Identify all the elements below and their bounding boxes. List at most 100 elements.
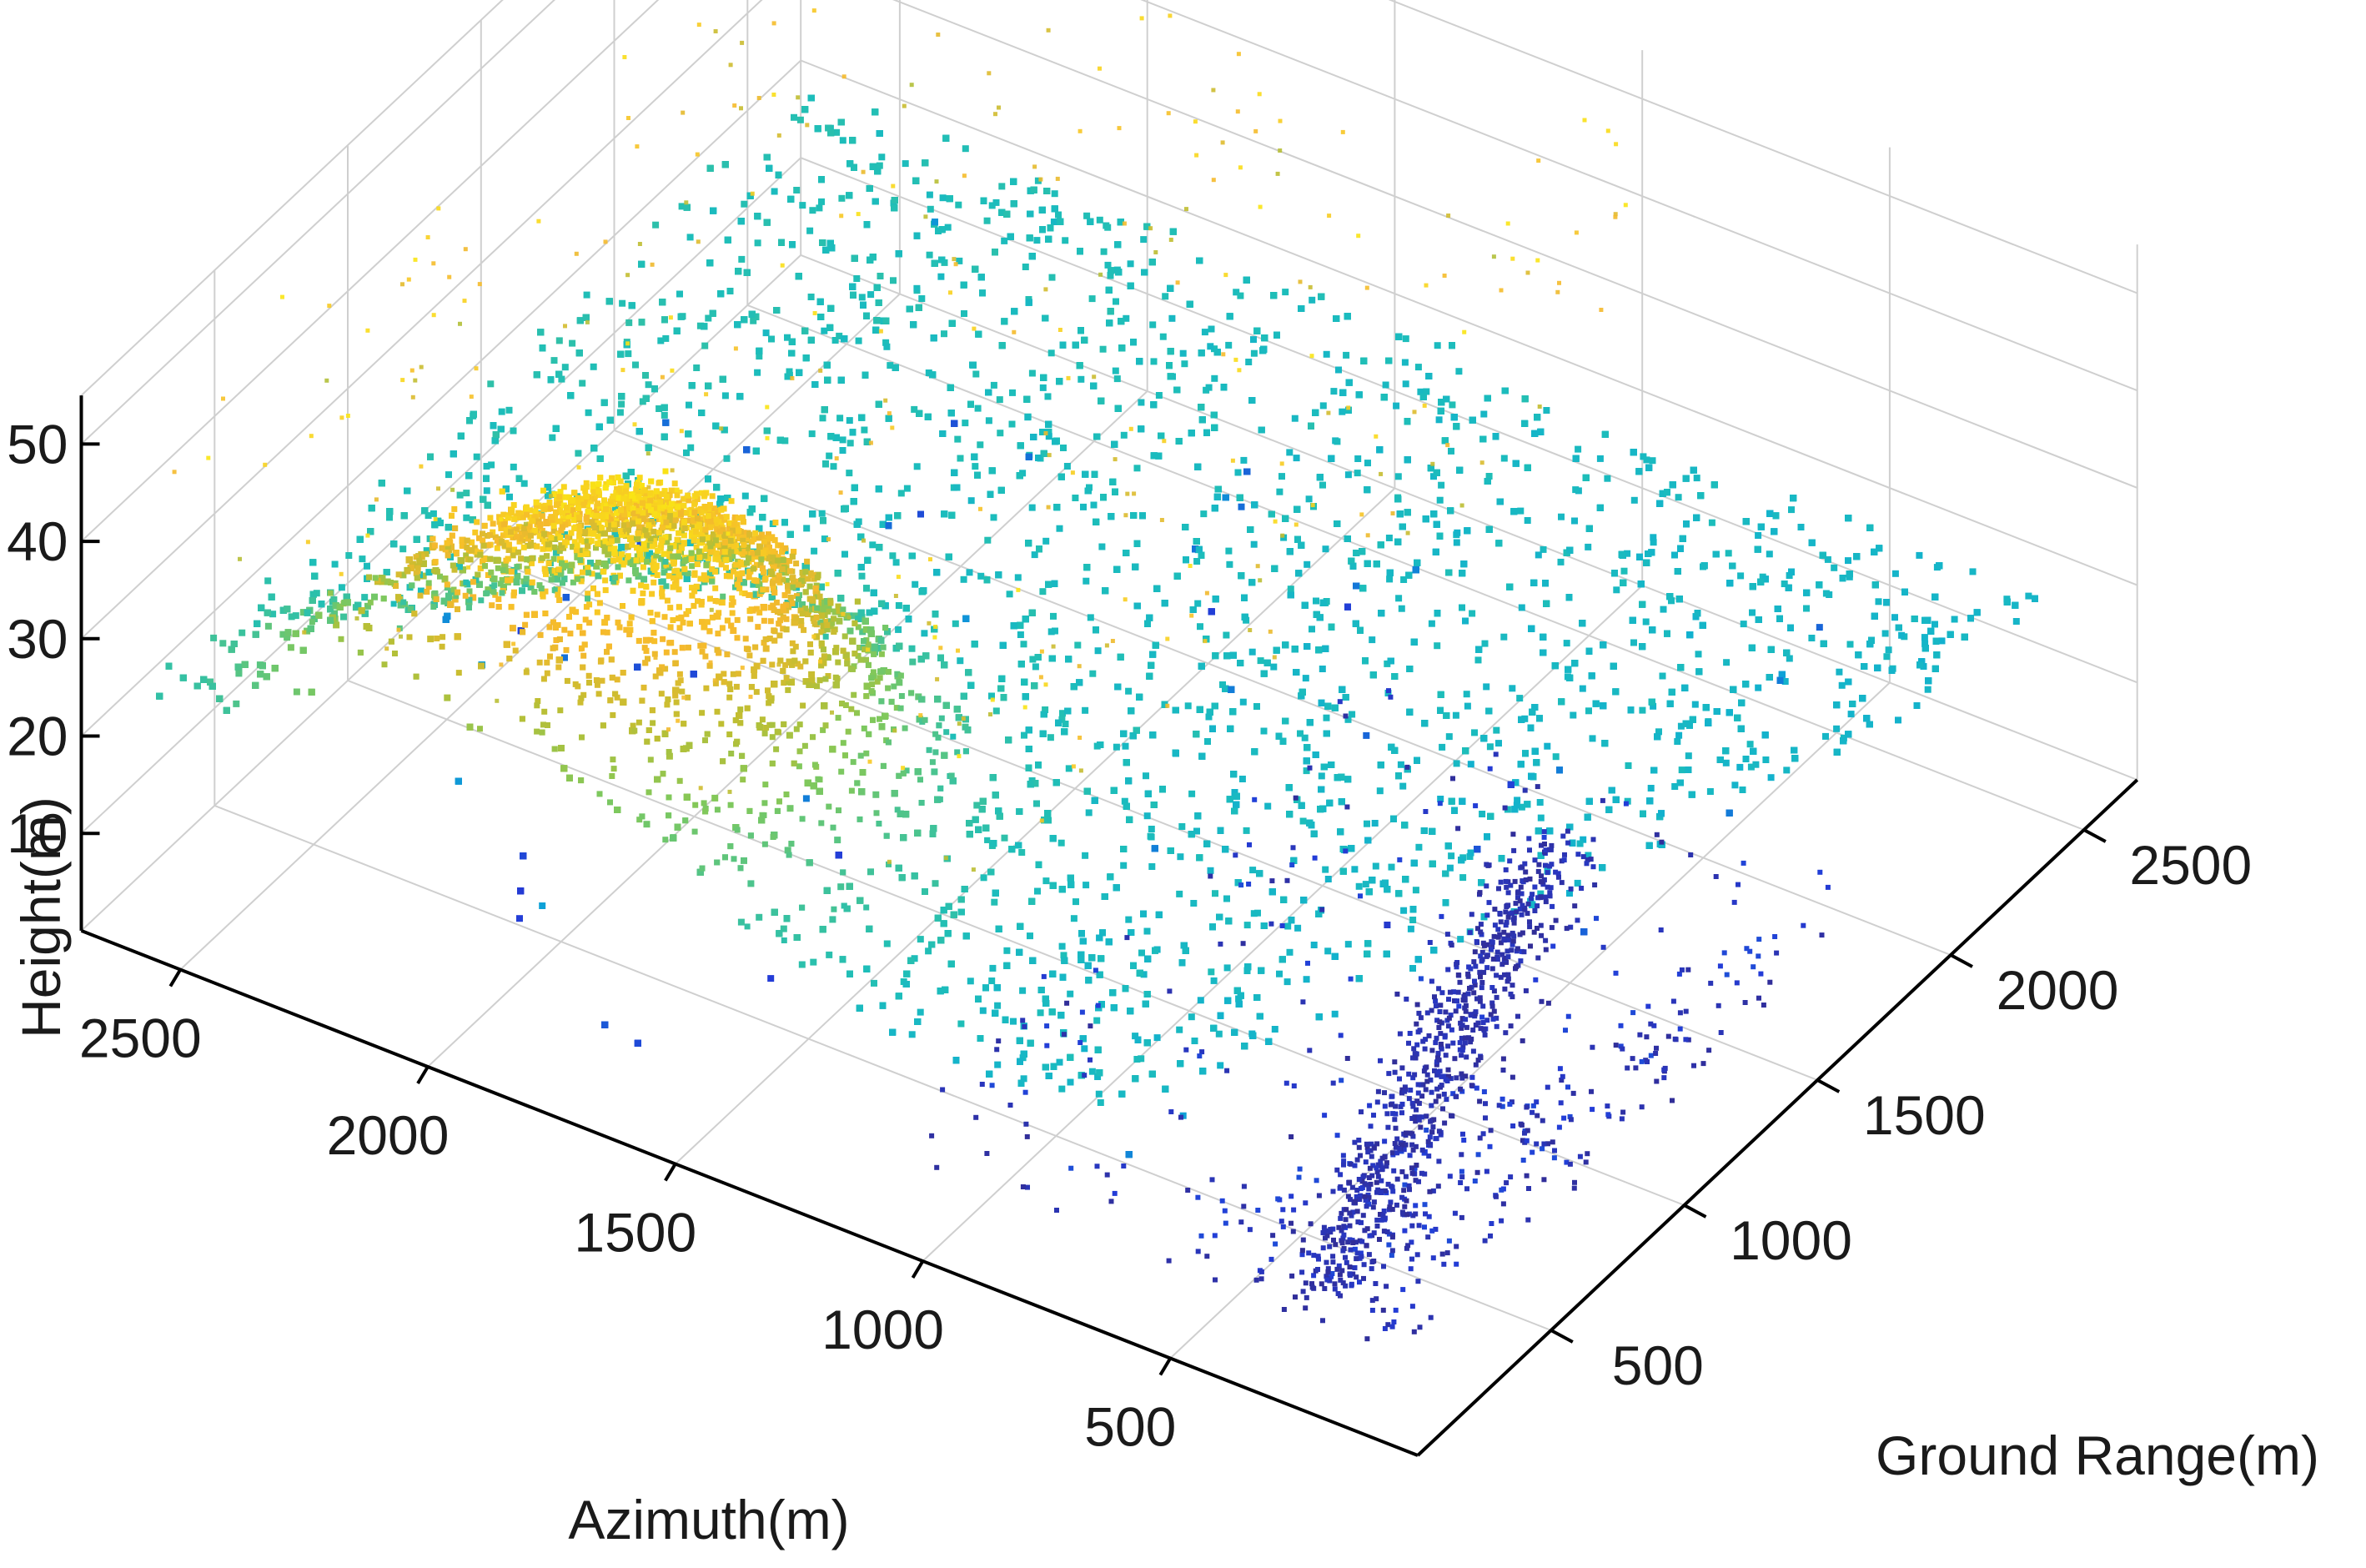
data-point xyxy=(219,640,227,647)
data-point xyxy=(1931,621,1938,628)
data-point xyxy=(1057,839,1065,847)
data-point xyxy=(1303,767,1310,775)
data-point xyxy=(1148,833,1155,841)
data-point xyxy=(1276,488,1283,495)
data-point xyxy=(1464,702,1471,710)
data-point xyxy=(1001,834,1008,842)
data-point xyxy=(1650,534,1657,541)
data-point xyxy=(918,295,926,302)
data-point xyxy=(1176,890,1183,897)
data-point xyxy=(913,463,921,470)
data-point xyxy=(539,902,546,909)
data-point xyxy=(1513,802,1520,809)
data-point xyxy=(640,575,648,583)
data-point xyxy=(1339,408,1346,415)
data-point xyxy=(809,207,816,214)
data-point xyxy=(618,400,625,408)
data-point xyxy=(1330,388,1338,395)
data-point xyxy=(1096,216,1103,224)
data-point xyxy=(1838,681,1846,689)
data-point xyxy=(818,510,826,517)
data-point xyxy=(1685,752,1692,760)
data-point xyxy=(1034,177,1042,184)
data-point xyxy=(1178,823,1186,830)
data-point xyxy=(960,575,967,583)
data-point xyxy=(210,634,218,641)
data-point xyxy=(552,549,560,556)
data-point xyxy=(985,417,992,425)
data-point xyxy=(1051,190,1058,198)
data-point xyxy=(1401,359,1409,366)
data-point xyxy=(780,925,787,932)
data-point xyxy=(705,314,712,322)
data-point xyxy=(560,575,568,583)
data-point xyxy=(1215,1030,1223,1038)
data-point xyxy=(1885,646,1892,654)
data-point xyxy=(1921,640,1929,647)
data-point xyxy=(701,623,708,631)
data-point xyxy=(359,555,366,563)
data-point xyxy=(1010,1018,1017,1025)
grid-line xyxy=(1169,681,1891,1359)
data-point xyxy=(994,1061,1002,1068)
data-point xyxy=(1003,947,1011,954)
data-point xyxy=(399,545,407,553)
data-point xyxy=(1596,455,1604,462)
data-point xyxy=(1448,852,1455,860)
data-point xyxy=(811,547,818,555)
data-point xyxy=(821,327,828,334)
data-point xyxy=(806,227,814,234)
data-point xyxy=(939,194,947,202)
data-point xyxy=(750,317,757,324)
data-point xyxy=(1737,572,1745,580)
data-point xyxy=(954,435,962,443)
data-point xyxy=(1045,428,1052,435)
data-point xyxy=(1414,364,1422,371)
data-point xyxy=(912,580,919,588)
data-point xyxy=(1402,335,1409,343)
data-point xyxy=(1371,820,1379,827)
data-point xyxy=(1434,342,1441,349)
data-point xyxy=(1540,545,1547,553)
data-point xyxy=(1500,455,1508,462)
data-point xyxy=(1140,236,1148,244)
data-point xyxy=(330,596,338,603)
data-point xyxy=(1150,358,1158,365)
data-point xyxy=(829,916,836,923)
data-point xyxy=(1781,678,1789,685)
data-point xyxy=(909,658,917,666)
data-point xyxy=(1287,585,1294,593)
data-point xyxy=(1731,781,1739,789)
data-point xyxy=(686,401,692,409)
data-point xyxy=(876,162,883,169)
data-point xyxy=(1417,388,1424,395)
data-point xyxy=(1197,623,1203,631)
data-point xyxy=(883,343,891,350)
data-point xyxy=(754,369,761,376)
back-wall-grid xyxy=(80,0,2138,931)
data-point xyxy=(754,239,761,247)
data-point xyxy=(819,415,826,422)
data-point xyxy=(1384,660,1391,667)
data-point xyxy=(1238,503,1245,510)
data-point xyxy=(992,707,1000,715)
data-point xyxy=(425,569,433,576)
data-point xyxy=(1574,879,1581,887)
data-point xyxy=(1399,782,1407,790)
grid-line xyxy=(80,254,801,932)
data-point xyxy=(331,560,339,568)
data-point xyxy=(1020,641,1027,648)
data-point xyxy=(2012,618,2020,625)
data-point xyxy=(1483,683,1490,691)
data-point xyxy=(1022,264,1029,270)
data-point xyxy=(239,629,246,636)
data-point xyxy=(994,1002,1002,1009)
data-point xyxy=(1660,606,1667,613)
data-point xyxy=(1001,237,1008,244)
data-point xyxy=(1044,393,1052,400)
data-point xyxy=(972,370,980,378)
data-point xyxy=(751,666,758,673)
data-point xyxy=(1211,374,1218,382)
data-point xyxy=(1747,763,1755,771)
data-point xyxy=(264,577,272,585)
